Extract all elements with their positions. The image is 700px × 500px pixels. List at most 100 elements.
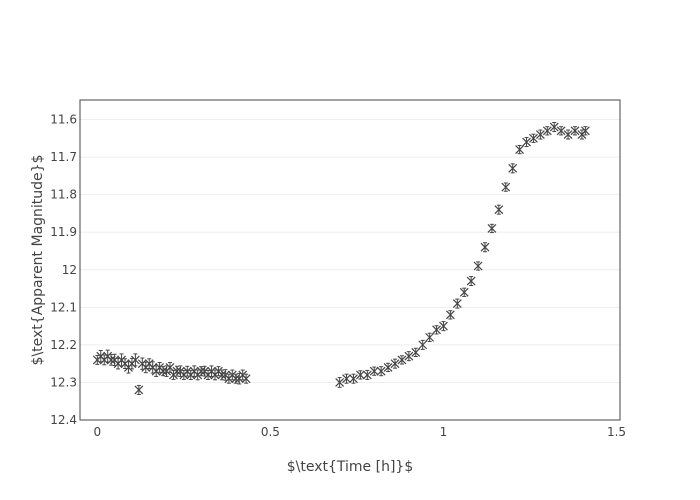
y-tick-label: 12.1 xyxy=(50,300,77,314)
data-point xyxy=(556,126,566,136)
x-marker xyxy=(480,242,490,252)
data-point xyxy=(349,373,358,384)
x-marker xyxy=(411,347,421,357)
y-tick-label: 12 xyxy=(62,263,77,277)
x-marker xyxy=(241,374,251,384)
data-point xyxy=(522,137,531,148)
x-marker xyxy=(404,351,414,361)
data-point xyxy=(501,182,511,192)
x-marker xyxy=(342,374,351,384)
x-marker xyxy=(556,126,566,136)
data-point xyxy=(376,366,386,377)
data-point xyxy=(134,384,144,395)
data-point xyxy=(480,242,490,253)
x-marker xyxy=(383,362,393,372)
x-marker xyxy=(425,332,435,342)
x-axis-label: $\text{Time [h]}$ xyxy=(287,459,414,475)
x-marker xyxy=(494,205,504,215)
data-point xyxy=(580,126,590,136)
x-marker xyxy=(349,374,358,384)
x-marker xyxy=(335,378,345,387)
x-marker xyxy=(529,133,538,143)
x-marker xyxy=(570,126,580,136)
data-point xyxy=(355,370,365,380)
x-marker xyxy=(158,366,168,376)
data-point xyxy=(529,133,538,143)
y-axis-ticks: 11.6 11.7 11.8 11.9 12 12.1 12.2 12.3 12.4 xyxy=(50,113,77,427)
x-marker xyxy=(418,340,428,350)
y-axis-label: $\text{Apparent Magnitude}$ xyxy=(30,155,46,366)
data-point xyxy=(515,144,525,155)
x-marker xyxy=(134,385,144,395)
x-marker xyxy=(549,122,559,132)
data-point xyxy=(535,129,545,140)
data-point xyxy=(383,362,393,373)
data-point xyxy=(335,377,345,388)
data-point xyxy=(425,332,435,343)
y-tick-label: 11.8 xyxy=(50,188,77,202)
y-tick-label: 11.6 xyxy=(50,113,77,127)
y-tick-label: 11.7 xyxy=(50,150,77,164)
x-marker xyxy=(130,355,140,365)
x-marker xyxy=(362,370,372,380)
data-point xyxy=(508,163,518,174)
x-marker xyxy=(542,126,552,136)
x-marker xyxy=(369,366,379,376)
x-tick-label: 0 xyxy=(93,425,101,439)
x-axis-ticks: 0 0.5 1 1.5 xyxy=(93,425,626,439)
data-point xyxy=(563,129,573,140)
x-marker xyxy=(459,287,469,297)
plot-frame xyxy=(79,99,621,421)
x-marker xyxy=(397,355,407,365)
y-tick-label: 12.4 xyxy=(50,413,77,427)
x-marker xyxy=(106,355,116,365)
y-tick-label: 12.2 xyxy=(50,338,77,352)
x-marker xyxy=(432,325,441,335)
data-point xyxy=(549,122,559,133)
x-marker xyxy=(501,182,511,192)
x-marker xyxy=(473,261,483,271)
data-point xyxy=(411,347,421,358)
x-marker xyxy=(172,366,182,376)
data-point xyxy=(241,373,251,384)
data-point xyxy=(369,366,379,376)
x-marker xyxy=(452,299,462,308)
x-tick-label: 1.5 xyxy=(607,425,626,439)
x-marker xyxy=(580,126,590,136)
y-tick-label: 11.9 xyxy=(50,225,77,239)
x-marker xyxy=(487,224,497,233)
x-marker xyxy=(466,276,476,286)
y-tick-label: 12.3 xyxy=(50,375,77,389)
data-point xyxy=(432,325,441,335)
data-point xyxy=(404,351,414,362)
data-point xyxy=(397,355,407,365)
data-point xyxy=(362,369,372,380)
data-point xyxy=(452,298,462,309)
data-points xyxy=(92,122,590,395)
x-marker xyxy=(445,310,455,320)
x-marker xyxy=(439,321,448,331)
data-point xyxy=(494,204,504,215)
x-marker xyxy=(390,359,400,369)
x-tick-label: 0.5 xyxy=(261,425,280,439)
data-point xyxy=(342,373,351,384)
x-marker xyxy=(515,145,525,155)
data-point xyxy=(542,126,552,136)
data-point xyxy=(459,287,469,297)
data-point xyxy=(466,276,476,287)
x-marker xyxy=(231,374,241,384)
data-point xyxy=(445,310,455,320)
data-point xyxy=(473,261,483,271)
x-marker xyxy=(508,163,518,173)
x-marker xyxy=(563,130,573,139)
grid-lines xyxy=(80,119,620,383)
x-marker xyxy=(355,370,365,380)
x-marker xyxy=(217,370,227,380)
x-marker xyxy=(196,366,206,376)
data-point xyxy=(390,358,400,369)
x-marker xyxy=(376,366,386,376)
x-tick-label: 1 xyxy=(440,425,448,439)
